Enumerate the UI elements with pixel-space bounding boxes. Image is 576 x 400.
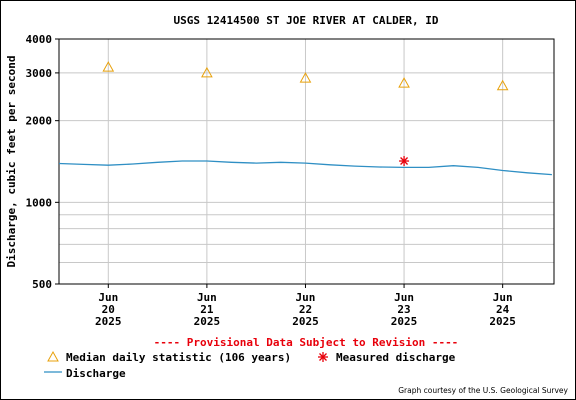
x-tick-label: 24 [496,303,510,316]
median-point [398,77,410,88]
x-tick-label: 23 [397,303,410,316]
y-tick-label: 4000 [26,33,53,46]
legend-label-measured: Measured discharge [336,351,456,364]
series-layer [58,61,552,176]
x-tick-label: 2025 [194,315,221,328]
plot-area-border [58,38,555,285]
x-tick-label: 21 [200,303,214,316]
provisional-notice: ---- Provisional Data Subject to Revisio… [154,336,459,349]
median-point [201,66,213,78]
legend-item-discharge: Discharge [44,367,126,380]
legend: Median daily statistic (106 years) Measu… [44,350,456,380]
legend-label-median: Median daily statistic (106 years) [66,351,291,364]
legend-asterisk-marker [318,352,328,362]
y-axis-label: Discharge, cubic feet per second [5,56,18,268]
x-tick-label: 2025 [292,315,319,328]
legend-triangle-marker [47,350,59,362]
series-line-discharge [58,160,552,176]
x-axis-ticks: Jun202025Jun212025Jun222025Jun232025Jun2… [95,284,516,328]
y-tick-label: 1000 [26,196,53,209]
x-tick-label: Jun [296,291,316,304]
x-tick-label: Jun [493,291,513,304]
x-tick-label: 2025 [489,315,516,328]
y-tick-label: 2000 [26,115,53,128]
legend-item-measured: Measured discharge [318,351,456,364]
x-tick-label: 22 [299,303,312,316]
legend-label-discharge: Discharge [66,367,126,380]
x-tick-label: Jun [394,291,414,304]
credit-text: Graph courtesy of the U.S. Geological Su… [398,386,568,395]
x-tick-label: Jun [197,291,217,304]
measured-point [399,156,410,167]
median-point [496,79,509,91]
y-tick-label: 3000 [26,67,53,80]
median-point [299,72,312,83]
y-axis-ticks: 500 1000 2000 3000 4000 [26,33,59,291]
y-tick-label: 500 [32,278,52,291]
legend-item-median: Median daily statistic (106 years) [47,350,291,364]
x-tick-label: 2025 [95,315,122,328]
chart-title: USGS 12414500 ST JOE RIVER AT CALDER, ID [174,14,439,27]
x-tick-label: 2025 [391,315,418,328]
median-point [102,61,115,72]
x-tick-label: Jun [98,291,118,304]
x-tick-label: 20 [102,303,115,316]
